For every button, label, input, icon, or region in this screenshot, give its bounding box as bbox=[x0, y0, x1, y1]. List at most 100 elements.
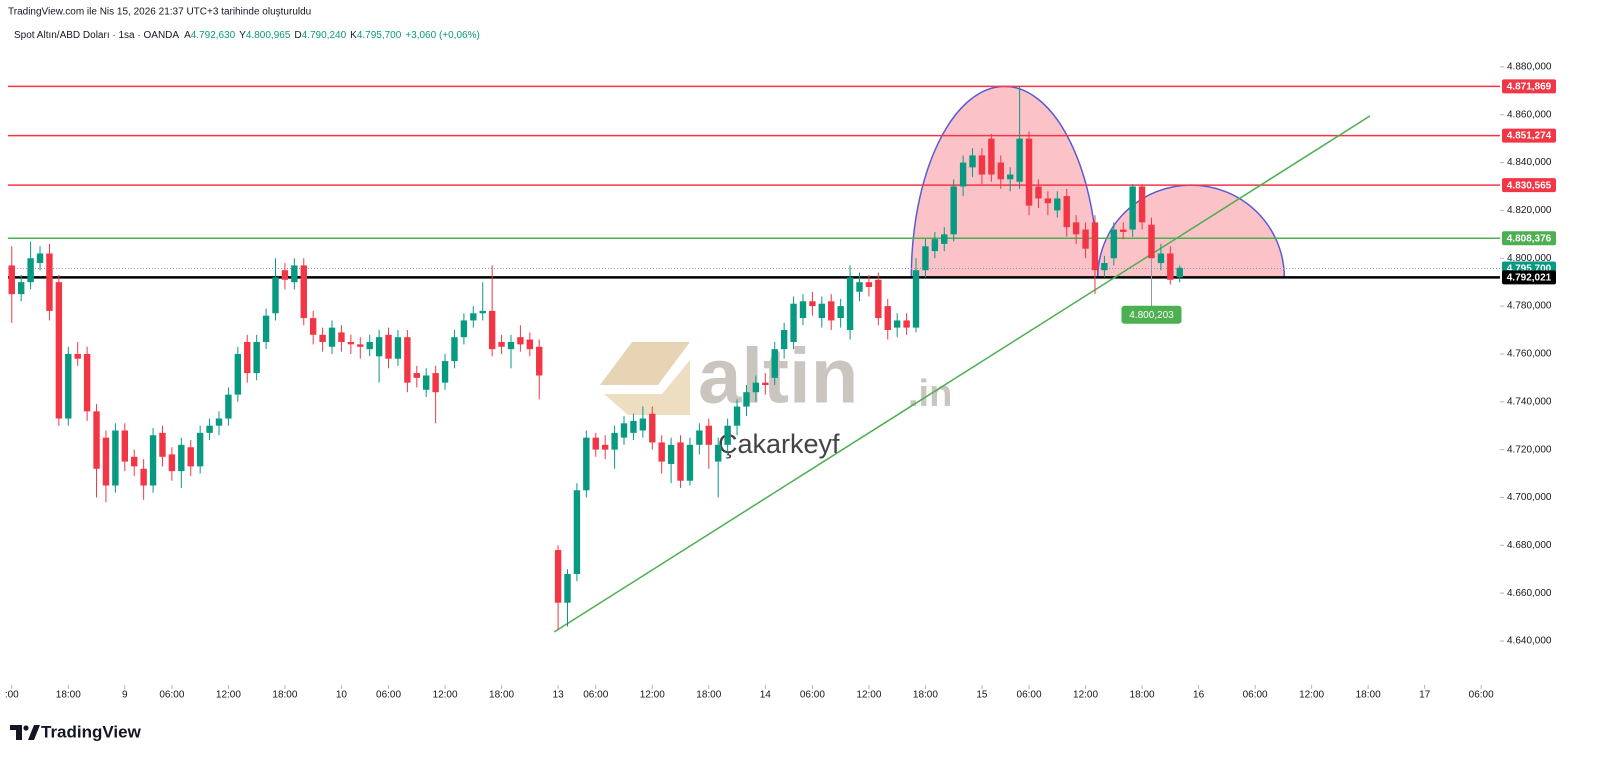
legend-key: A bbox=[184, 30, 191, 41]
legend-change: +3,060 (+0,06%) bbox=[405, 30, 480, 41]
watermark-logo bbox=[604, 360, 690, 415]
candle-body bbox=[846, 277, 854, 331]
trendline bbox=[553, 115, 1371, 633]
candle-body bbox=[74, 353, 81, 359]
candle-body bbox=[1167, 253, 1174, 280]
candle-body bbox=[479, 310, 486, 314]
candle-body bbox=[244, 341, 251, 374]
x-tick-label: 9 bbox=[122, 690, 128, 701]
candle-body bbox=[1110, 229, 1118, 259]
x-tick-label: 12:00 bbox=[433, 690, 458, 701]
candle-body bbox=[1072, 222, 1080, 235]
candle-body bbox=[498, 341, 505, 347]
x-tick-label: 18:00 bbox=[1130, 690, 1155, 701]
candle-body bbox=[366, 341, 373, 350]
candle-body bbox=[856, 282, 863, 292]
candle-body bbox=[818, 303, 826, 319]
price-level-label: 4.808,376 bbox=[1507, 233, 1552, 244]
candle-body bbox=[922, 246, 929, 271]
candle-body bbox=[93, 411, 100, 469]
candle-body bbox=[272, 277, 279, 314]
candle-body bbox=[253, 341, 260, 374]
price-level-label: 4.871,869 bbox=[1507, 81, 1552, 92]
candle-body bbox=[338, 332, 345, 342]
x-tick-label: 14 bbox=[760, 690, 772, 701]
candle-body bbox=[620, 423, 628, 438]
y-tick-label: 4.680,000 bbox=[1507, 540, 1552, 551]
candle-body bbox=[1129, 186, 1136, 230]
candle-body bbox=[215, 418, 223, 426]
candle-body bbox=[375, 337, 383, 357]
candle-body bbox=[828, 301, 835, 321]
candle-body bbox=[705, 425, 712, 445]
candle-body bbox=[112, 430, 119, 486]
candle-body bbox=[959, 162, 967, 187]
candle-body bbox=[394, 337, 402, 359]
callout-box bbox=[1121, 305, 1182, 324]
candle-body bbox=[893, 320, 901, 328]
candle-body bbox=[526, 339, 534, 350]
candle-body bbox=[319, 334, 326, 342]
candle-body bbox=[1054, 198, 1061, 211]
candle-body bbox=[140, 468, 147, 486]
price-level-tag bbox=[1502, 128, 1556, 143]
candle-body bbox=[715, 444, 722, 462]
candle-body bbox=[1176, 267, 1183, 278]
created-note: TradingView.com ile Nis 15, 2026 21:37 U… bbox=[8, 7, 311, 18]
logo-icon bbox=[23, 725, 29, 731]
candle-body bbox=[432, 373, 439, 393]
watermark-author: Çakarkeyf bbox=[718, 429, 840, 459]
candle-body bbox=[988, 138, 995, 175]
x-tick-label: 12:00 bbox=[1299, 690, 1324, 701]
candle-body bbox=[46, 253, 53, 311]
y-tick-label: 4.760,000 bbox=[1507, 349, 1552, 360]
watermark-logo bbox=[600, 342, 690, 385]
x-tick-label: 18:00 bbox=[1356, 690, 1381, 701]
x-tick-label: 06:00 bbox=[1017, 690, 1042, 701]
candle-body bbox=[677, 442, 684, 481]
y-tick-label: 4.780,000 bbox=[1507, 301, 1552, 312]
candle-body bbox=[507, 341, 515, 350]
candle-body bbox=[225, 394, 232, 419]
candle-body bbox=[564, 574, 571, 603]
legend-symbol: Spot Altın/ABD Doları · 1sa · OANDA bbox=[14, 30, 179, 41]
candle-body bbox=[762, 382, 769, 386]
candle-body bbox=[8, 265, 15, 295]
footer-logo: TradingView bbox=[10, 722, 142, 741]
x-tick-label: 12:00 bbox=[216, 690, 241, 701]
candle-body bbox=[583, 437, 590, 491]
price-level-label: 4.830,565 bbox=[1507, 180, 1552, 191]
candle-body bbox=[178, 444, 185, 472]
x-tick-label: 06:00 bbox=[1469, 690, 1494, 701]
candle-body bbox=[639, 418, 647, 431]
candle-body bbox=[470, 313, 477, 321]
candle-body bbox=[978, 155, 986, 175]
candle-body bbox=[809, 301, 816, 307]
x-tick-label: 06:00 bbox=[1243, 690, 1268, 701]
candle-body bbox=[488, 310, 496, 350]
candle-body bbox=[451, 337, 458, 362]
candle-body bbox=[309, 318, 317, 335]
candle-body bbox=[187, 447, 194, 467]
candle-body bbox=[752, 382, 760, 393]
candle-body bbox=[168, 454, 176, 472]
candle-body bbox=[536, 346, 543, 376]
candle-body bbox=[743, 392, 750, 407]
x-tick-label: 12:00 bbox=[1073, 690, 1098, 701]
x-tick-label: 18:00 bbox=[56, 690, 81, 701]
candle-body bbox=[1044, 198, 1052, 204]
candle-body bbox=[1157, 253, 1165, 264]
candle-body bbox=[1007, 174, 1014, 180]
callout-label: 4.800,203 bbox=[1129, 310, 1174, 321]
candle-body bbox=[36, 253, 44, 264]
candle-body bbox=[1091, 222, 1099, 271]
candle-body bbox=[121, 430, 128, 462]
price-level-tag bbox=[1502, 178, 1556, 193]
candle-body bbox=[234, 353, 242, 395]
candle-body bbox=[658, 442, 665, 462]
candle-body bbox=[969, 155, 976, 168]
candle-body bbox=[404, 337, 411, 383]
